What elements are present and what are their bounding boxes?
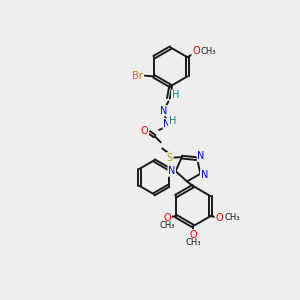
Text: S: S: [167, 153, 173, 163]
Text: N: N: [168, 166, 176, 176]
Text: N: N: [163, 119, 170, 129]
Text: H: H: [169, 116, 176, 127]
Text: O: O: [215, 213, 223, 223]
Text: CH₃: CH₃: [185, 238, 201, 247]
Text: CH₃: CH₃: [224, 213, 240, 222]
Text: O: O: [164, 213, 171, 223]
Text: H: H: [172, 90, 179, 100]
Text: O: O: [192, 46, 200, 56]
Text: CH₃: CH₃: [160, 221, 175, 230]
Text: O: O: [141, 127, 148, 136]
Text: N: N: [197, 152, 205, 161]
Text: CH₃: CH₃: [200, 46, 216, 56]
Text: N: N: [200, 169, 208, 179]
Text: Br: Br: [133, 71, 143, 81]
Text: N: N: [160, 106, 167, 116]
Text: O: O: [189, 230, 197, 240]
